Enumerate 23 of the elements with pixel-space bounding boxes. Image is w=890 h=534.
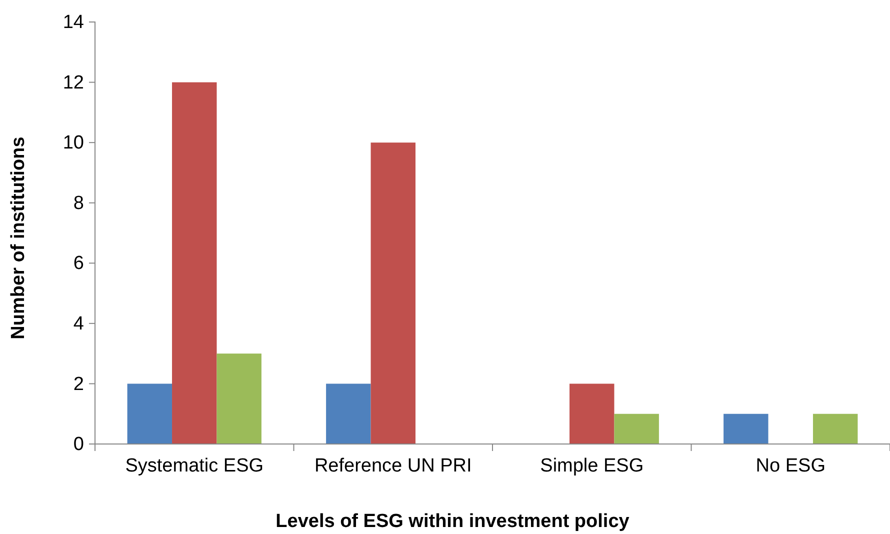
- bar: [370, 142, 416, 444]
- x-tick-label: Systematic ESG: [125, 456, 264, 477]
- y-tick-label: 10: [62, 132, 84, 154]
- y-tick-label: 12: [62, 72, 84, 94]
- y-tick-label: 4: [73, 314, 84, 335]
- y-axis-title: Number of institutions: [8, 136, 29, 340]
- bar: [216, 354, 262, 444]
- y-tick-label: 0: [73, 434, 84, 456]
- bar: [614, 414, 659, 444]
- x-tick-label: Reference UN PRI: [314, 456, 472, 477]
- bar: [570, 384, 614, 444]
- bar: [172, 82, 217, 444]
- bar: [326, 384, 371, 444]
- x-tick-label: Simple ESG: [540, 456, 644, 477]
- x-axis-title: Levels of ESG within investment policy: [276, 511, 630, 532]
- y-tick-label: 6: [73, 253, 84, 274]
- y-tick-label: 2: [73, 374, 84, 395]
- bar: [724, 414, 768, 444]
- x-tick-label: No ESG: [756, 456, 826, 477]
- bar: [127, 384, 172, 444]
- y-tick-label: 8: [73, 192, 84, 214]
- bar: [812, 414, 858, 444]
- y-tick-label: 14: [62, 12, 84, 34]
